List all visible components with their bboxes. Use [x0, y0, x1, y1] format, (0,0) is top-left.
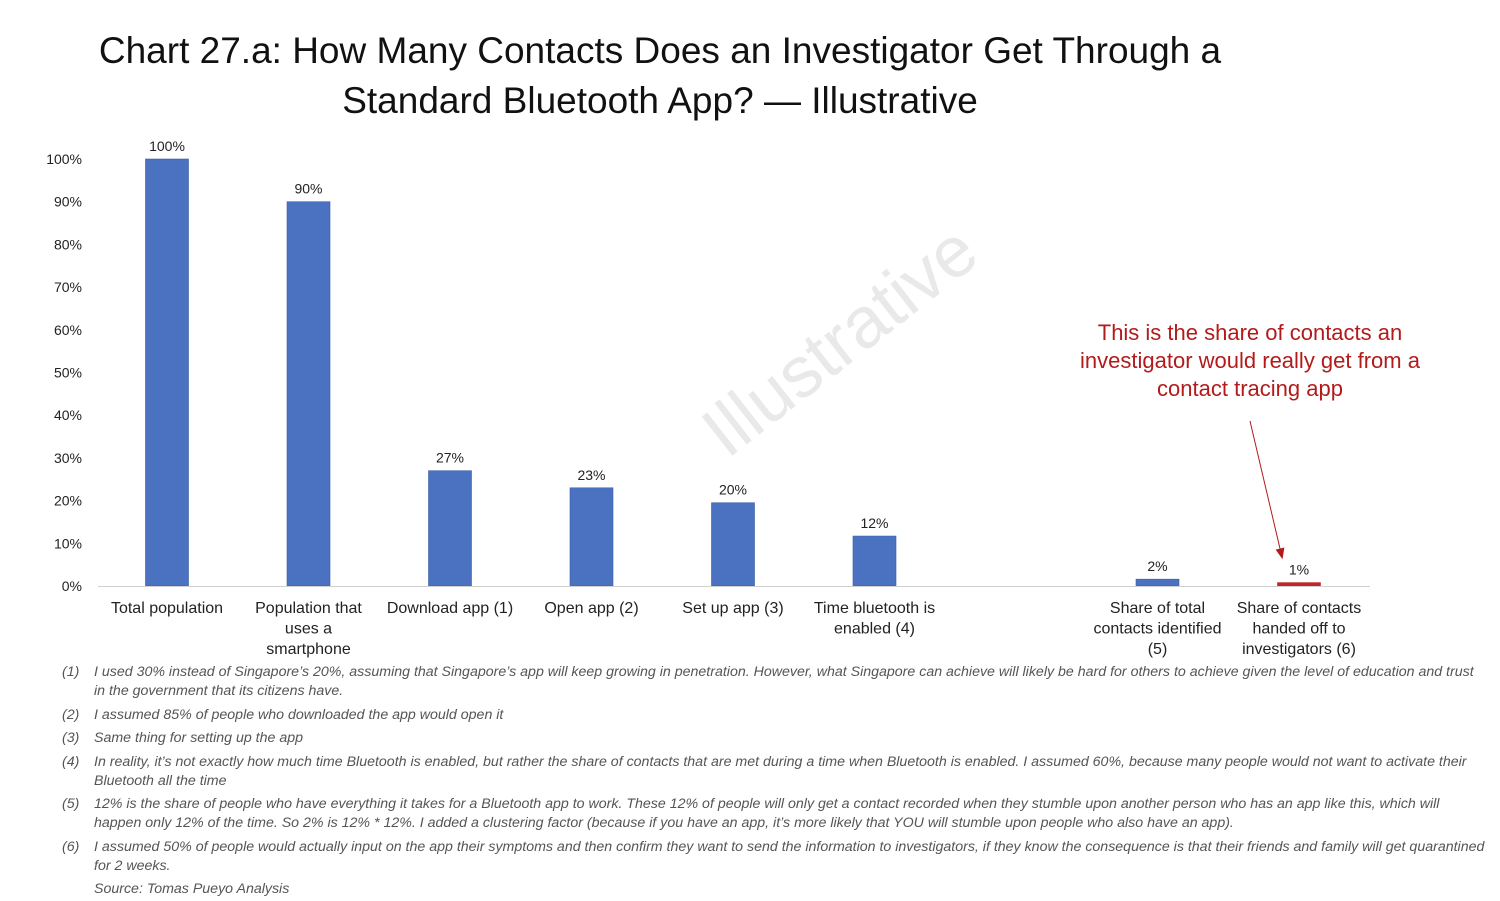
category-label: (5)	[1148, 641, 1168, 658]
y-tick-label: 90%	[54, 194, 82, 210]
annotation-line-2: investigator would really get from a	[1080, 348, 1420, 373]
annotation-line-3: contact tracing app	[1157, 376, 1343, 401]
category-label: Open app (2)	[544, 600, 638, 617]
category-label: uses a	[285, 621, 332, 638]
y-tick-label: 60%	[54, 322, 82, 338]
footnote-number: (6)	[62, 838, 80, 855]
bar	[145, 158, 189, 587]
category-label: enabled (4)	[834, 621, 915, 638]
annotation-line-1: This is the share of contacts an	[1097, 320, 1403, 345]
source-note: Source: Tomas Pueyo Analysis	[94, 881, 290, 897]
category-label: Population that	[255, 600, 362, 617]
y-tick-label: 50%	[54, 365, 82, 381]
data-label: 1%	[1289, 562, 1309, 578]
category-label: investigators (6)	[1242, 641, 1356, 658]
data-labels: 100% 90% 27% 23% 20% 12% 2% 1%	[149, 138, 1309, 578]
y-tick-label: 20%	[54, 493, 82, 509]
footnote-text: Same thing for setting up the app	[94, 730, 304, 746]
chart-title: Chart 27.a: How Many Contacts Does an In…	[40, 26, 1280, 126]
y-tick-label: 40%	[54, 407, 82, 423]
bar	[711, 502, 755, 587]
category-label: contacts identified	[1093, 621, 1221, 638]
chart-title-line-2: Standard Bluetooth App? — Illustrative	[342, 80, 978, 121]
footnote-text: 12% is the share of people who have ever…	[94, 796, 1440, 831]
footnote: (2) I assumed 85% of people who download…	[62, 706, 1487, 725]
footnote-number: (4)	[62, 753, 80, 770]
y-tick-label: 100%	[46, 151, 82, 167]
footnote: (3) Same thing for setting up the app	[62, 729, 1487, 748]
data-label: 100%	[149, 138, 185, 154]
bar	[286, 201, 331, 587]
category-label: handed off to	[1252, 621, 1345, 638]
bar	[569, 487, 614, 587]
category-label: smartphone	[266, 641, 351, 658]
category-label: Time bluetooth is	[814, 600, 935, 617]
footnote-text: I assumed 85% of people who downloaded t…	[94, 706, 504, 723]
footnote-text: I used 30% instead of Singapore’s 20%, a…	[94, 664, 1474, 699]
chart-title-line-1: Chart 27.a: How Many Contacts Does an In…	[98, 30, 1222, 71]
y-tick-label: 30%	[54, 450, 82, 466]
footnote-number: (1)	[62, 664, 80, 680]
data-label: 12%	[860, 515, 888, 531]
bar	[1277, 582, 1321, 587]
y-tick-label: 80%	[54, 236, 82, 252]
category-label: Set up app (3)	[682, 600, 783, 617]
footnote-number: (3)	[62, 730, 80, 746]
category-label: Share of total	[1110, 600, 1205, 617]
data-label: 2%	[1147, 558, 1167, 574]
footnote: (4) In reality, it’s not exactly how muc…	[62, 753, 1487, 791]
footnote: (5) 12% is the share of people who have …	[62, 795, 1487, 833]
annotation-arrow	[1249, 420, 1281, 549]
footnote-text: I assumed 50% of people would actually i…	[94, 838, 1485, 874]
footnote-number: (5)	[62, 796, 80, 812]
y-tick-label: 70%	[54, 279, 82, 295]
category-label: Total population	[111, 600, 223, 617]
data-label: 90%	[294, 181, 322, 197]
data-label: 27%	[436, 450, 464, 466]
footnote: (6) I assumed 50% of people would actual…	[62, 838, 1487, 876]
data-label: 20%	[719, 482, 747, 498]
y-axis-ticks: 0% 10% 20% 30% 40% 50% 60% 70% 80% 90% 100%	[46, 151, 82, 594]
bar	[852, 535, 897, 587]
y-tick-label: 10%	[54, 535, 82, 551]
bars	[145, 158, 1321, 587]
bar	[428, 470, 472, 587]
bar	[1135, 578, 1180, 587]
category-label: Download app (1)	[387, 600, 513, 617]
annotation-callout: This is the share of contacts an investi…	[1060, 319, 1440, 403]
annotation-arrowhead	[1275, 547, 1285, 560]
footnote-number: (2)	[62, 706, 80, 723]
footnote-text: In reality, it’s not exactly how much ti…	[94, 753, 1467, 789]
footnote: (1) I used 30% instead of Singapore’s 20…	[62, 663, 1487, 701]
footnotes: (1) I used 30% instead of Singapore’s 20…	[62, 663, 1487, 899]
category-label: Share of contacts	[1237, 600, 1362, 617]
data-label: 23%	[577, 467, 605, 483]
y-tick-label: 0%	[62, 578, 82, 594]
category-labels: Total population Population that uses a sma…	[111, 600, 1361, 658]
